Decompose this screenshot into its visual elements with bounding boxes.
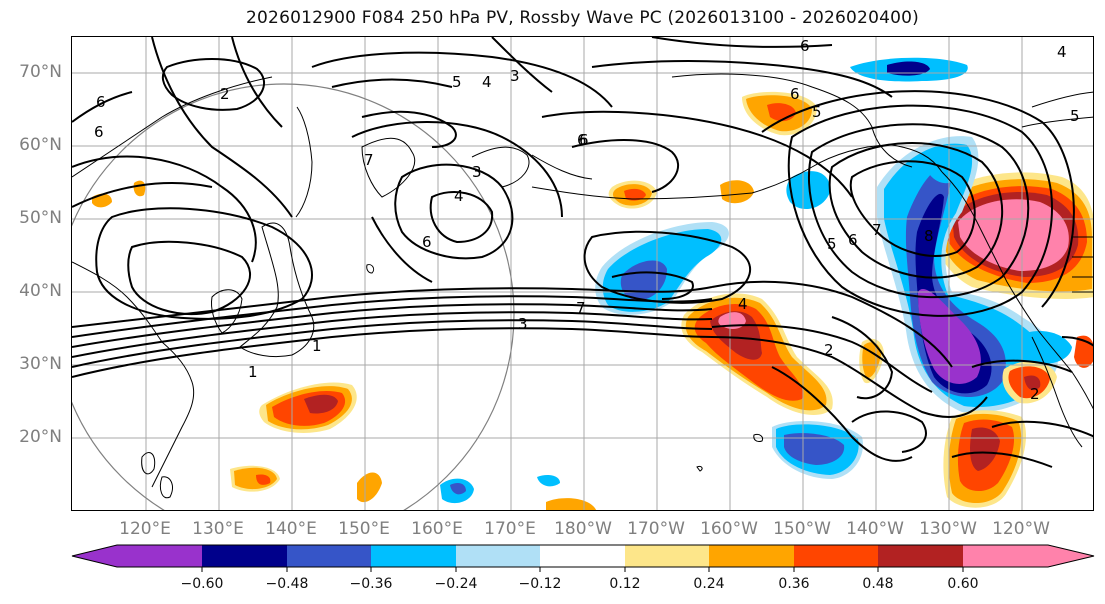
contour-label: 5 [827, 235, 837, 253]
colorbar-bin [371, 545, 456, 567]
colorbar-bin [540, 545, 625, 567]
contour-label: 6 [96, 93, 106, 111]
colorbar-bin [456, 545, 540, 567]
pv-contours [72, 37, 1093, 468]
chart-title: 2026012900 F084 250 hPa PV, Rossby Wave … [246, 8, 919, 28]
contour-label: 6 [790, 85, 800, 103]
colorbar-outline [71, 544, 1095, 568]
lon-label-130e: 130°E [192, 519, 244, 539]
contour-label: 5 [1070, 107, 1080, 125]
lon-label-170e: 170°E [484, 519, 536, 539]
colorbar-tick-label: −0.24 [434, 576, 478, 592]
lon-label-170w: 170°W [627, 519, 685, 539]
colorbar-tick-label: 0.48 [862, 576, 894, 592]
colorbar-bin [794, 545, 878, 567]
contour-label: 4 [482, 73, 492, 91]
contour-label: 2 [824, 341, 834, 359]
colorbar-extend-high [1048, 545, 1094, 567]
lat-label-50n: 50°N [19, 208, 62, 228]
contour-label: 7 [576, 299, 586, 317]
contour-label: 3 [510, 67, 520, 85]
colorbar-extend-low [72, 545, 117, 567]
map-canvas: 6 2 3 4 5 5 6 6 7 6 4 6 5 4 5 6 7 8 6 3 … [72, 37, 1093, 510]
colorbar-bin [963, 545, 1048, 567]
contour-label: 7 [364, 151, 374, 169]
contour-label: 3 [472, 163, 482, 181]
colorbar-tick-label: 0.24 [693, 576, 725, 592]
contour-labels: 6 2 3 4 5 5 6 6 7 6 4 6 5 4 5 6 7 8 6 3 … [94, 37, 1080, 403]
colorbar-bin [625, 545, 709, 567]
contour-label: 7 [872, 221, 882, 239]
colorbar-tick-marks [201, 567, 964, 572]
contour-label: 5 [452, 73, 462, 91]
lon-label-180w: 180°W [554, 519, 612, 539]
lat-label-20n: 20°N [19, 427, 62, 447]
contour-label: 2 [220, 85, 230, 103]
lon-label-160w: 160°W [700, 519, 758, 539]
colorbar-tick-label: 0.12 [609, 576, 641, 592]
pv-anomaly-fills [92, 57, 1093, 510]
colorbar-tick-label: −0.60 [180, 576, 224, 592]
colorbar-swatches [71, 544, 1095, 568]
lon-label-130w: 130°W [919, 519, 977, 539]
lat-label-70n: 70°N [19, 62, 62, 82]
lat-label-30n: 30°N [19, 354, 62, 374]
lon-label-140w: 140°W [846, 519, 904, 539]
contour-label: 1 [312, 337, 322, 355]
colorbar-tick-label: −0.48 [265, 576, 309, 592]
contour-label: 2 [1030, 385, 1040, 403]
contour-label: 4 [1057, 43, 1067, 61]
lat-label-40n: 40°N [19, 281, 62, 301]
lon-label-150w: 150°W [773, 519, 831, 539]
contour-label: 4 [738, 295, 748, 313]
colorbar-tick-label: 0.36 [778, 576, 810, 592]
lon-label-150e: 150°E [338, 519, 390, 539]
colorbar-tick-label: 0.60 [947, 576, 979, 592]
map-panel[interactable]: 6 2 3 4 5 5 6 6 7 6 4 6 5 4 5 6 7 8 6 3 … [71, 36, 1094, 511]
contour-label: 4 [454, 187, 464, 205]
lon-label-120w: 120°W [992, 519, 1050, 539]
lat-label-60n: 60°N [19, 135, 62, 155]
colorbar-bin [709, 545, 794, 567]
lon-label-160e: 160°E [411, 519, 463, 539]
contour-label: 6 [800, 37, 810, 55]
lon-label-120e: 120°E [119, 519, 171, 539]
colorbar-tick-label: −0.36 [349, 576, 393, 592]
colorbar-tick-label: −0.12 [518, 576, 562, 592]
contour-label: 5 [812, 103, 822, 121]
contour-label: 6 [848, 231, 858, 249]
contour-label: 1 [248, 363, 258, 381]
colorbar-bin [202, 545, 287, 567]
lon-label-140e: 140°E [265, 519, 317, 539]
contour-label: 3 [518, 315, 528, 333]
contour-label: 6 [577, 131, 587, 149]
contour-label: 6 [422, 233, 432, 251]
reference-circle [72, 83, 515, 510]
colorbar-bin [878, 545, 963, 567]
colorbar-bin [117, 545, 202, 567]
contour-label: 8 [924, 227, 934, 245]
contour-label: 6 [579, 131, 589, 149]
contour-label: 6 [94, 123, 104, 141]
colorbar-bin [287, 545, 371, 567]
